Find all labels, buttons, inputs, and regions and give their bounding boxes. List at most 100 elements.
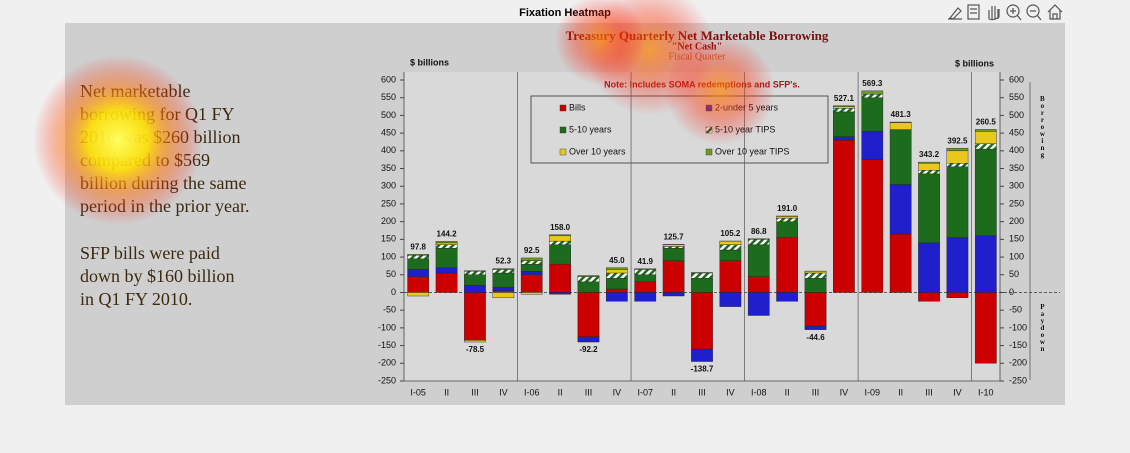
x-tick-label: I-06	[524, 387, 540, 397]
bar-segment	[435, 244, 458, 249]
y-tick-label: 0	[391, 287, 396, 297]
bar-segment	[634, 268, 657, 270]
data-label: 125.7	[664, 233, 685, 242]
bar-segment	[946, 292, 969, 298]
bar-segment	[520, 274, 543, 293]
bar-segment	[662, 246, 685, 249]
fixation-blob	[33, 55, 203, 225]
bar-segment	[918, 242, 940, 293]
legend-swatch	[559, 148, 567, 156]
y2-tick-label: 100	[1009, 251, 1024, 261]
data-label: -92.2	[579, 345, 598, 354]
x-tick-label: IV	[499, 387, 508, 397]
y-tick-label: -100	[378, 322, 396, 332]
bar-segment	[407, 292, 430, 297]
bar-segment	[435, 241, 458, 244]
x-tick-label: III	[698, 387, 706, 397]
bar-segment	[804, 272, 827, 279]
bar-segment	[691, 278, 713, 293]
toolbar	[948, 4, 1063, 21]
bar-segment	[549, 240, 571, 245]
x-tick-label: III	[925, 387, 933, 397]
bar-segment	[776, 237, 798, 293]
bar-segment	[549, 235, 571, 242]
home-tool[interactable]	[1047, 4, 1063, 20]
y2-tick-label: 350	[1009, 163, 1024, 173]
brush-tool[interactable]	[948, 7, 962, 20]
bar-segment	[577, 275, 600, 277]
y2-tick-label: 600	[1009, 74, 1024, 84]
bar-segment	[549, 292, 571, 295]
bar-segment	[974, 235, 997, 293]
legend-label: 5-10 years	[569, 124, 612, 134]
bar-segment	[889, 233, 912, 293]
annotation-text: in Q1 FY 2010.	[80, 289, 192, 309]
x-tick-label: IV	[953, 387, 962, 397]
annotation-text: down by $160 billion	[80, 266, 235, 286]
y-axis-title: $ billions	[410, 57, 449, 67]
bar-segment	[918, 161, 940, 164]
y2-tick-label: 550	[1009, 92, 1024, 102]
x-tick-label: II	[671, 387, 676, 397]
data-label: 97.8	[410, 242, 426, 251]
bar-segment	[577, 281, 600, 293]
legend-swatch	[559, 126, 567, 134]
bar-segment	[464, 285, 486, 293]
bar-segment	[691, 348, 713, 362]
y2-tick-label: 400	[1009, 145, 1024, 155]
bar-segment	[435, 267, 458, 274]
y-tick-label: 550	[381, 92, 396, 102]
y-tick-label: 300	[381, 181, 396, 191]
bar-segment	[719, 260, 742, 293]
y-tick-label: -200	[378, 358, 396, 368]
data-label: 92.5	[524, 246, 540, 255]
bar-segment	[577, 276, 600, 283]
pan-tool[interactable]	[988, 6, 1000, 21]
bar-segment	[861, 131, 884, 160]
legend-label: Over 10 year TIPS	[715, 146, 789, 156]
y-tick-label: 50	[386, 269, 396, 279]
x-tick-label: I-05	[410, 387, 426, 397]
bar-segment	[634, 281, 657, 293]
fixation-blob	[665, 35, 775, 145]
legend-swatch	[559, 104, 567, 112]
y-tick-label: 250	[381, 198, 396, 208]
data-label: 45.0	[609, 256, 625, 265]
bar-segment	[492, 292, 515, 298]
x-tick-label: II	[558, 387, 563, 397]
bar-segment	[662, 292, 685, 297]
bar-segment	[662, 248, 685, 261]
data-label: 52.3	[496, 257, 512, 266]
data-label: 144.2	[437, 230, 458, 239]
y2-tick-label: 50	[1009, 269, 1019, 279]
datatip-tool[interactable]	[967, 4, 980, 20]
zoom-out-tool[interactable]	[1026, 4, 1042, 21]
x-tick-label: IV	[726, 387, 735, 397]
data-label: 105.2	[720, 229, 741, 238]
y2-tick-label: 300	[1009, 181, 1024, 191]
bar-segment	[833, 111, 855, 137]
zoom-in-tool[interactable]	[1006, 4, 1022, 21]
bar-segment	[861, 90, 884, 95]
data-label: 569.3	[862, 79, 883, 88]
data-label: -44.6	[806, 333, 825, 342]
bar-segment	[719, 249, 742, 261]
data-label: 343.2	[919, 150, 940, 159]
bar-segment	[634, 274, 657, 283]
y2-tick-label: -150	[1009, 340, 1027, 350]
data-label: 260.5	[976, 118, 997, 127]
x-tick-label: II	[785, 387, 790, 397]
y-tick-label: 150	[381, 234, 396, 244]
data-label: 41.9	[637, 257, 653, 266]
bar-segment	[407, 269, 430, 277]
bar-segment	[520, 257, 543, 261]
bar-segment	[946, 237, 969, 293]
bar-segment	[918, 163, 940, 171]
bar-segment	[634, 269, 657, 275]
bar-segment	[918, 170, 940, 175]
bar-segment	[691, 272, 713, 279]
bar-segment	[974, 292, 997, 364]
